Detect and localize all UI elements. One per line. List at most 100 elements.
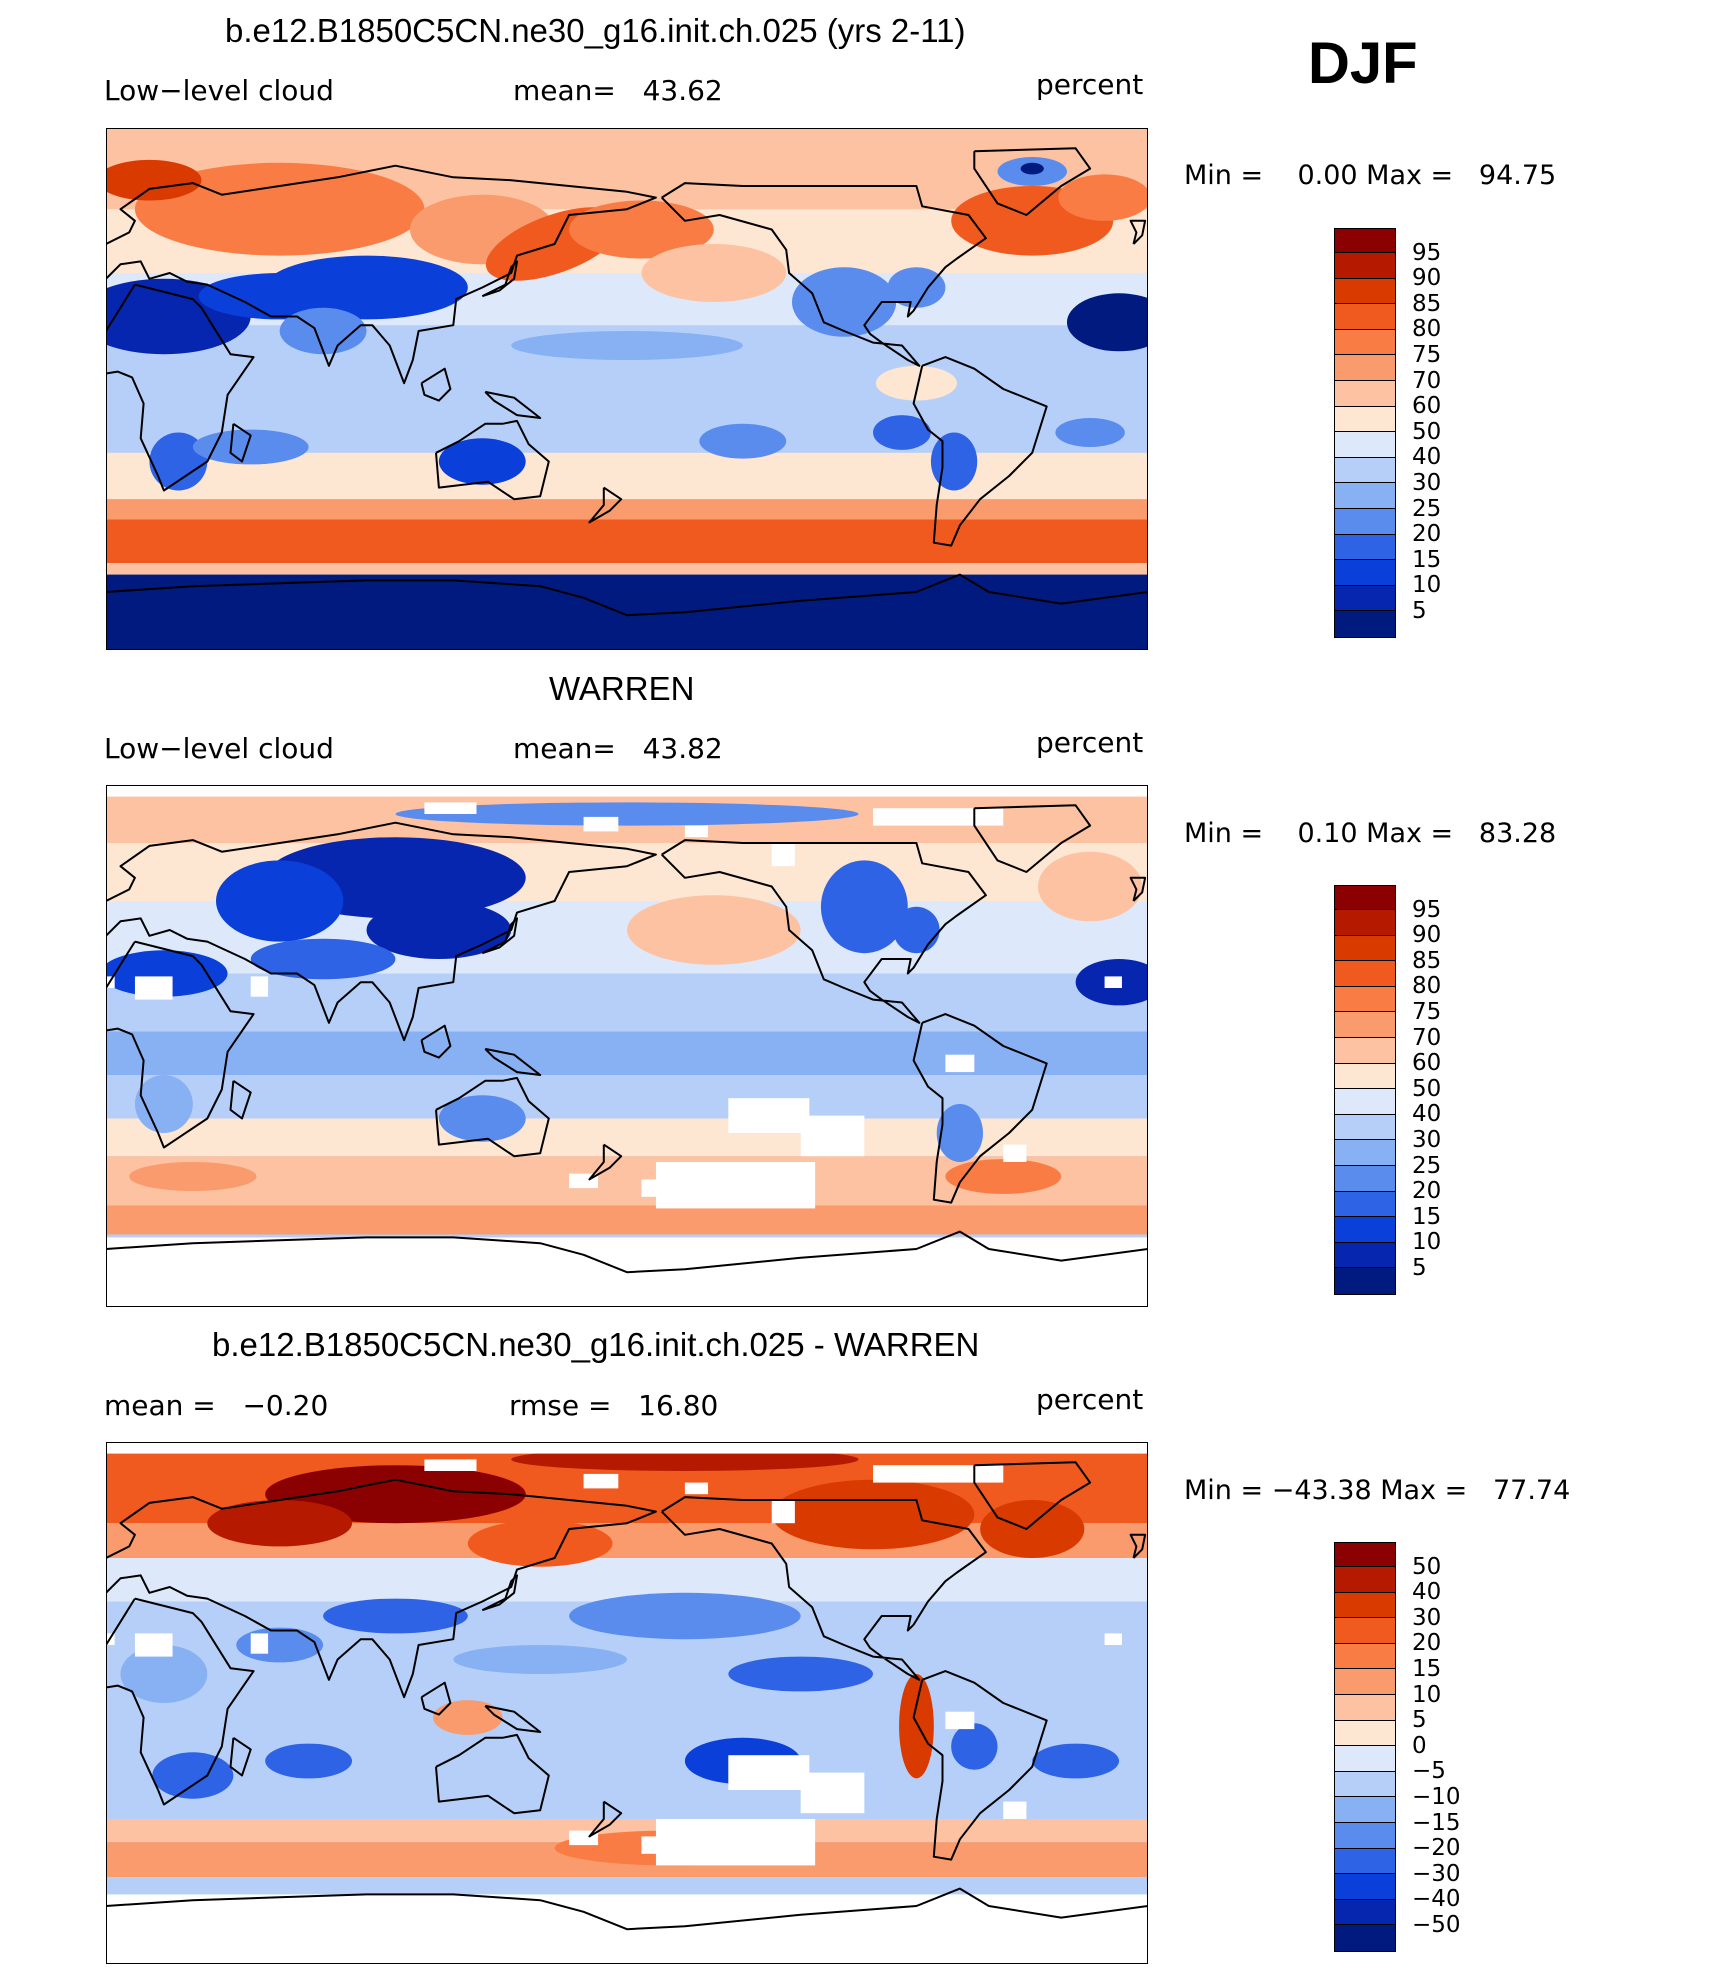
missing-data-cell [771,843,795,867]
colorbar-label: 85 [1412,947,1442,974]
field-region [980,1500,1085,1558]
colorbar-box [1334,431,1396,459]
field-region [1020,162,1044,175]
colorbar-box [1334,584,1396,612]
field-region [438,1095,526,1142]
missing-data-cell [873,1465,1004,1483]
field-region [1058,174,1148,221]
panel-2-mean: mean= 43.82 [513,732,723,765]
coastline-aus [435,1733,550,1815]
colorbar-box [1334,1011,1396,1039]
field-region [511,331,743,360]
colorbar-box [1334,1668,1396,1696]
missing-data-cell [424,1459,477,1471]
field-region [129,1162,257,1191]
map-svg [106,1442,1148,1964]
field-region [627,895,801,965]
colorbar-box [1334,1241,1396,1269]
colorbar-box [1334,1037,1396,1065]
field-region [511,1447,859,1471]
panel-3-rmse: rmse = 16.80 [509,1389,719,1422]
colorbar-label: −10 [1412,1784,1461,1810]
colorbar-label: 95 [1412,239,1442,266]
coastline-jap [481,260,518,298]
field-region [467,1520,613,1567]
colorbar-label: 20 [1412,1178,1442,1205]
colorbar-box [1334,1566,1396,1594]
field-region [134,1075,193,1133]
panel-1-minmax: Min = 0.00 Max = 94.75 [1184,160,1557,191]
colorbar-box [1334,1694,1396,1722]
colorbar-label: 60 [1412,393,1442,420]
missing-data-cell [713,1162,737,1177]
panel-1-map [106,128,1148,650]
coastline-grn [973,804,1092,873]
coastline-ng [484,390,542,419]
colorbar-box [1334,277,1396,305]
field-region [438,438,526,485]
missing-data-cell [945,1711,975,1730]
colorbar-box [1334,934,1396,962]
panel-1-title: b.e12.B1850C5CN.ne30_g16.init.ch.025 (yr… [225,12,966,49]
colorbar-box [1334,252,1396,280]
colorbar-label: 30 [1412,470,1442,496]
colorbar-box [1334,1796,1396,1824]
missing-data-cell [1003,1144,1027,1162]
colorbar-box [1334,1873,1396,1901]
missing-data-cell [1003,1801,1027,1819]
colorbar-label: 75 [1412,999,1442,1025]
colorbar-box [1334,328,1396,356]
panel-1-colorbar: 95 90 85 80 75 70 60 50 40 30 25 20 15 10 5 [1334,228,1441,638]
colorbar-box [1334,354,1396,382]
colorbar-label: 40 [1412,444,1442,471]
colorbar-label: 50 [1412,418,1442,445]
colorbar-box [1334,1165,1396,1193]
coastline-jap [481,1574,518,1612]
colorbar-box [1334,1719,1396,1747]
field-region [1038,851,1143,922]
coastline-brt [1129,876,1147,902]
missing-data-cell [641,1836,729,1854]
missing-data-cell [728,1755,810,1790]
field-region [699,423,787,459]
colorbar-label: 40 [1412,1579,1442,1606]
colorbar-label: 15 [1412,1656,1442,1682]
field-region [1066,293,1148,352]
missing-data-cell [771,1500,795,1524]
field-region [569,200,714,259]
colorbar-label: 90 [1412,922,1442,949]
colorbar-label: 20 [1412,521,1442,548]
colorbar-label: 5 [1412,1707,1427,1734]
field-region [930,432,978,491]
field-region [134,162,425,256]
colorbar-box [1334,1924,1396,1952]
missing-data-cell [134,976,173,1000]
coastline-ant [106,573,1148,617]
coastline-bor [420,1024,452,1059]
field-region [215,860,344,942]
colorbar-box [1334,1113,1396,1141]
panel-1-units: percent [1036,68,1144,101]
coastline-bor [420,367,452,402]
field-region [106,159,202,201]
coastline-grn [973,147,1092,216]
field-region [265,1743,353,1779]
panel-2-colorbar: 95 90 85 80 75 70 60 50 40 30 25 20 15 10 5 [1334,885,1441,1295]
field-region [820,860,908,954]
colorbar-box [1334,228,1396,254]
colorbar-label: 15 [1412,546,1442,573]
colorbar-box [1334,1139,1396,1167]
field-region [366,901,512,959]
coastline-eur [106,821,657,1042]
colorbar-label: −30 [1412,1860,1461,1887]
coastline-mad [229,422,252,463]
colorbar-box [1334,1267,1396,1295]
panel-1-mean: mean= 43.62 [513,74,723,107]
colorbar-box [1334,533,1396,561]
colorbar-label: 60 [1412,1050,1442,1077]
missing-data-cell [728,1098,810,1133]
colorbar-label: 25 [1412,495,1442,522]
coastline-aus [435,419,550,501]
colorbar-label: −5 [1412,1758,1446,1785]
panel-3-mean: mean = −0.20 [104,1389,329,1422]
